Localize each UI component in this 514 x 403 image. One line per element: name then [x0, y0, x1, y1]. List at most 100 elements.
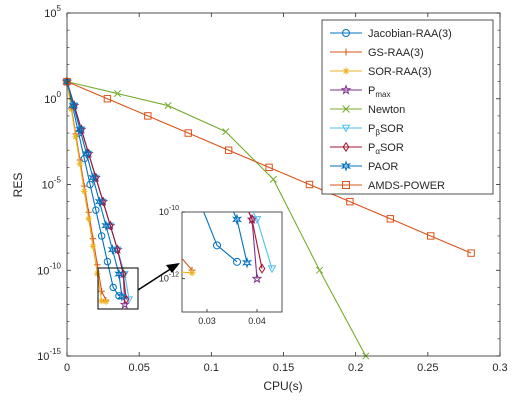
legend-label: Pmax — [368, 85, 390, 99]
series-marker — [467, 249, 475, 257]
series-marker — [72, 133, 79, 141]
series-marker — [107, 244, 118, 256]
legend-item: Pmax — [330, 84, 390, 99]
series-marker — [86, 180, 94, 189]
inset-series-marker — [188, 269, 196, 277]
series-marker — [184, 129, 192, 137]
x-tick-label: 0 — [64, 362, 70, 374]
inset-y-tick-label: 10-12 — [159, 272, 179, 284]
legend-marker — [341, 124, 351, 133]
series-marker — [76, 160, 84, 168]
series-marker — [68, 100, 79, 112]
series-marker — [109, 283, 117, 292]
inset-series-marker — [248, 214, 256, 225]
inset-series-marker — [213, 241, 221, 250]
series-marker — [269, 175, 277, 183]
series-marker — [316, 266, 324, 274]
series-marker — [98, 297, 105, 305]
series-marker — [114, 268, 124, 280]
series-sor-raa-3- — [63, 78, 110, 305]
inset-y-tick-label: 10-10 — [159, 205, 179, 217]
series-marker — [224, 146, 233, 154]
inset-series-marker — [251, 273, 263, 284]
zoom-region-box — [97, 267, 139, 310]
series-paor — [62, 76, 127, 302]
series-marker — [98, 288, 105, 295]
series-marker — [113, 246, 122, 254]
legend-marker — [342, 141, 350, 153]
legend-marker — [342, 181, 350, 189]
series-marker — [89, 235, 97, 242]
legend-marker — [340, 84, 352, 95]
series-line — [66, 81, 472, 254]
y-tick-label: 100 — [44, 90, 61, 106]
series-marker — [94, 196, 105, 208]
series-marker — [81, 148, 92, 160]
legend-item: PAOR — [330, 160, 398, 173]
legend-item: GS-RAA(3) — [330, 47, 424, 59]
series-marker — [101, 220, 111, 232]
inset-series-jacobian-raa-3- — [203, 212, 241, 266]
series-line — [66, 81, 107, 303]
x-tick-label: 0.1 — [204, 362, 219, 374]
series-marker — [97, 232, 106, 240]
x-tick-label: 0.3 — [492, 362, 507, 374]
x-tick-label: 0.15 — [273, 362, 294, 374]
series-marker — [89, 243, 97, 250]
series-marker — [68, 105, 75, 113]
x-axis: 0 0.05 0.1 0.15 0.2 0.25 0.3 — [64, 13, 508, 374]
x-axis-label: CPU(s) — [263, 379, 302, 393]
legend-label: Newton — [368, 104, 405, 116]
y-tick-label: 10-5 — [42, 176, 62, 192]
legend-box — [321, 19, 494, 195]
series-marker — [119, 299, 130, 309]
series-marker — [103, 95, 112, 103]
y-axis: 10-15 10-10 10-5 100 105 — [37, 4, 500, 363]
legend-label: AMDS-POWER — [368, 180, 445, 192]
inset-series-layer — [182, 212, 277, 284]
x-tick-label: 0.2 — [348, 362, 363, 374]
legend-item: AMDS-POWER — [330, 180, 445, 192]
series-marker — [144, 112, 152, 120]
series-marker — [265, 163, 273, 172]
series-amds-power — [63, 77, 475, 257]
inset-series-marker — [231, 213, 243, 226]
inset-series-paor — [231, 212, 253, 269]
legend: Jacobian-RAA(3) GS-RAA(3) SOR-RAA(3) Pmax Ne… — [321, 19, 494, 195]
inset-series-line — [203, 212, 238, 263]
legend-item: SOR-RAA(3) — [330, 66, 432, 78]
series-marker — [117, 290, 127, 302]
series-marker — [103, 257, 112, 266]
y-tick-label: 10-15 — [37, 347, 61, 363]
series-marker — [85, 209, 92, 216]
series-marker — [125, 296, 134, 304]
zoom-arrow — [137, 267, 173, 291]
legend-label: PβSOR — [368, 123, 404, 137]
legend-item: PαSOR — [330, 141, 404, 156]
series-marker — [92, 206, 100, 214]
inset-frame — [181, 211, 283, 313]
inset-series-marker — [267, 265, 277, 274]
inset-series-p-sor — [248, 212, 266, 274]
series-marker — [164, 102, 172, 110]
series-marker — [305, 180, 314, 189]
inset-series-marker — [252, 216, 262, 224]
series-marker — [386, 215, 395, 223]
legend-label: Jacobian-RAA(3) — [368, 28, 452, 40]
series-marker — [222, 128, 230, 136]
x-tick-label: 0.05 — [128, 362, 149, 374]
y-tick-label: 10-10 — [37, 261, 61, 277]
series-marker — [85, 215, 92, 222]
series-layer — [61, 76, 475, 360]
legend-item: PβSOR — [330, 123, 404, 137]
legend-marker — [340, 160, 352, 172]
legend-label: SOR-RAA(3) — [368, 66, 432, 78]
inset-series-marker — [258, 263, 266, 274]
inset-series-marker — [233, 257, 241, 266]
series-line — [66, 81, 127, 300]
series-marker — [102, 298, 110, 305]
legend-marker — [342, 105, 350, 113]
inset-series-p-sor — [252, 212, 277, 274]
legend-marker — [342, 29, 350, 37]
